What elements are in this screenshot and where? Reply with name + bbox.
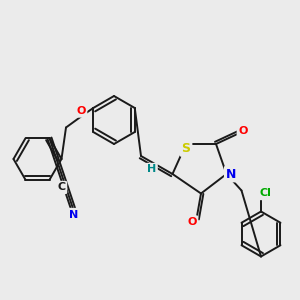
Text: O: O	[76, 106, 86, 116]
Text: Cl: Cl	[260, 188, 272, 199]
Text: O: O	[187, 217, 197, 227]
Text: C: C	[57, 182, 66, 193]
Text: O: O	[238, 125, 248, 136]
Text: N: N	[69, 209, 78, 220]
Text: H: H	[147, 164, 156, 175]
Text: N: N	[226, 167, 236, 181]
Text: S: S	[182, 142, 190, 155]
